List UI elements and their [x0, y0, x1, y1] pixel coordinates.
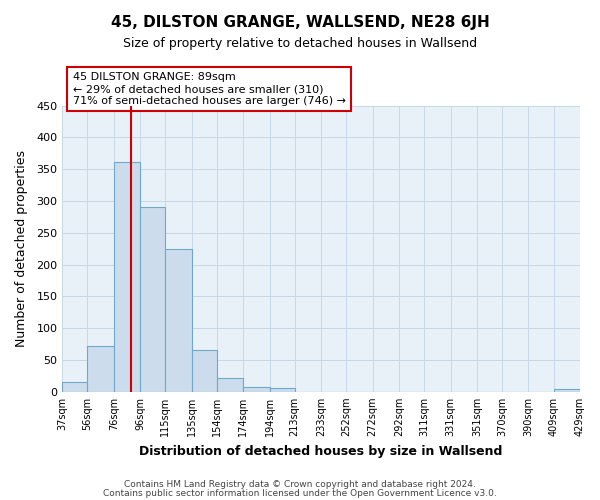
- X-axis label: Distribution of detached houses by size in Wallsend: Distribution of detached houses by size …: [139, 444, 503, 458]
- Text: Contains HM Land Registry data © Crown copyright and database right 2024.: Contains HM Land Registry data © Crown c…: [124, 480, 476, 489]
- Text: Contains public sector information licensed under the Open Government Licence v3: Contains public sector information licen…: [103, 488, 497, 498]
- Bar: [269, 388, 295, 392]
- Bar: [114, 162, 140, 392]
- Bar: [554, 388, 580, 392]
- Bar: [166, 250, 192, 392]
- Bar: [192, 350, 217, 392]
- Bar: [140, 208, 166, 392]
- Text: Size of property relative to detached houses in Wallsend: Size of property relative to detached ho…: [123, 38, 477, 51]
- Bar: [62, 382, 88, 392]
- Text: 45, DILSTON GRANGE, WALLSEND, NE28 6JH: 45, DILSTON GRANGE, WALLSEND, NE28 6JH: [110, 15, 490, 30]
- Text: 45 DILSTON GRANGE: 89sqm
← 29% of detached houses are smaller (310)
71% of semi-: 45 DILSTON GRANGE: 89sqm ← 29% of detach…: [73, 72, 346, 106]
- Y-axis label: Number of detached properties: Number of detached properties: [15, 150, 28, 348]
- Bar: [243, 388, 269, 392]
- Bar: [217, 378, 243, 392]
- Bar: [88, 346, 114, 392]
